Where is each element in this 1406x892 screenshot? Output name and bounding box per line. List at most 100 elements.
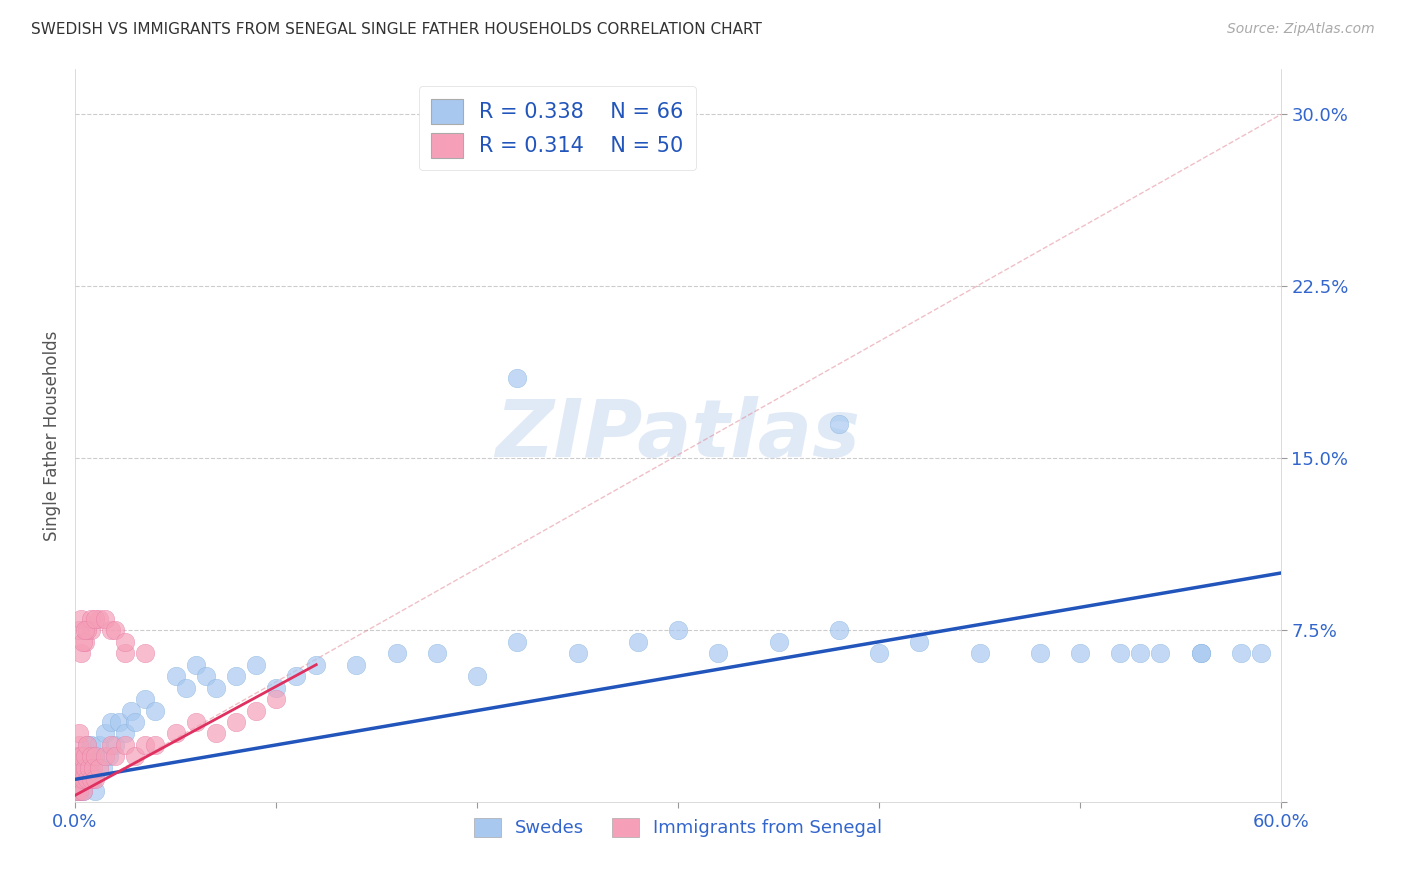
Point <box>67 784 90 798</box>
Point <box>165 726 187 740</box>
Point <box>84 612 107 626</box>
Point <box>91 761 114 775</box>
Point <box>66 784 89 798</box>
Point <box>828 417 851 431</box>
Point <box>204 726 226 740</box>
Point <box>73 749 96 764</box>
Point <box>145 704 167 718</box>
Point <box>77 761 100 775</box>
Point <box>104 738 127 752</box>
Point <box>868 646 890 660</box>
Point <box>73 749 96 764</box>
Point <box>385 646 408 660</box>
Point <box>768 634 790 648</box>
Point <box>285 669 308 683</box>
Point <box>1230 646 1253 660</box>
Point <box>465 153 488 168</box>
Point <box>114 634 136 648</box>
Point <box>67 784 90 798</box>
Point <box>67 749 90 764</box>
Text: SWEDISH VS IMMIGRANTS FROM SENEGAL SINGLE FATHER HOUSEHOLDS CORRELATION CHART: SWEDISH VS IMMIGRANTS FROM SENEGAL SINGL… <box>31 22 762 37</box>
Point <box>67 761 90 775</box>
Point <box>134 646 156 660</box>
Point <box>165 669 187 683</box>
Point <box>89 612 111 626</box>
Point <box>120 704 142 718</box>
Point <box>70 761 93 775</box>
Point <box>194 669 217 683</box>
Point <box>73 772 96 787</box>
Point <box>114 726 136 740</box>
Point <box>627 634 650 648</box>
Point <box>67 726 90 740</box>
Point <box>98 749 121 764</box>
Point <box>567 646 589 660</box>
Point <box>84 749 107 764</box>
Point <box>82 772 104 787</box>
Point <box>426 646 449 660</box>
Point <box>80 612 103 626</box>
Point <box>67 772 90 787</box>
Point <box>84 784 107 798</box>
Point <box>124 749 146 764</box>
Point <box>184 714 207 729</box>
Point <box>104 624 127 638</box>
Point <box>67 772 90 787</box>
Point <box>707 646 730 660</box>
Point <box>245 657 267 672</box>
Point <box>465 669 488 683</box>
Point <box>70 646 93 660</box>
Point <box>1029 646 1052 660</box>
Point <box>108 714 131 729</box>
Point <box>104 749 127 764</box>
Point <box>80 761 103 775</box>
Point <box>225 714 247 729</box>
Point <box>908 634 931 648</box>
Point <box>70 749 93 764</box>
Point <box>70 772 93 787</box>
Point <box>76 772 98 787</box>
Legend: Swedes, Immigrants from Senegal: Swedes, Immigrants from Senegal <box>467 811 890 845</box>
Point <box>114 738 136 752</box>
Point <box>73 634 96 648</box>
Point <box>506 371 529 385</box>
Point <box>264 681 287 695</box>
Point <box>124 714 146 729</box>
Point <box>94 612 117 626</box>
Point <box>76 738 98 752</box>
Point <box>100 624 122 638</box>
Point <box>94 749 117 764</box>
Point <box>174 681 197 695</box>
Point <box>70 749 93 764</box>
Point <box>73 761 96 775</box>
Point <box>77 749 100 764</box>
Point <box>67 738 90 752</box>
Point <box>72 784 94 798</box>
Point <box>80 624 103 638</box>
Point <box>89 761 111 775</box>
Point <box>77 772 100 787</box>
Point <box>1149 646 1171 660</box>
Y-axis label: Single Father Households: Single Father Households <box>44 330 60 541</box>
Point <box>100 738 122 752</box>
Point <box>72 772 94 787</box>
Point <box>1069 646 1091 660</box>
Point <box>70 612 93 626</box>
Text: ZIPatlas: ZIPatlas <box>495 396 860 475</box>
Point <box>89 738 111 752</box>
Point <box>76 761 98 775</box>
Point <box>82 761 104 775</box>
Point <box>73 624 96 638</box>
Point <box>76 624 98 638</box>
Point <box>70 772 93 787</box>
Point <box>84 749 107 764</box>
Point <box>506 634 529 648</box>
Point <box>225 669 247 683</box>
Point <box>264 692 287 706</box>
Point <box>72 634 94 648</box>
Point <box>66 761 89 775</box>
Point <box>1189 646 1212 660</box>
Point <box>134 692 156 706</box>
Text: Source: ZipAtlas.com: Source: ZipAtlas.com <box>1227 22 1375 37</box>
Point <box>666 624 689 638</box>
